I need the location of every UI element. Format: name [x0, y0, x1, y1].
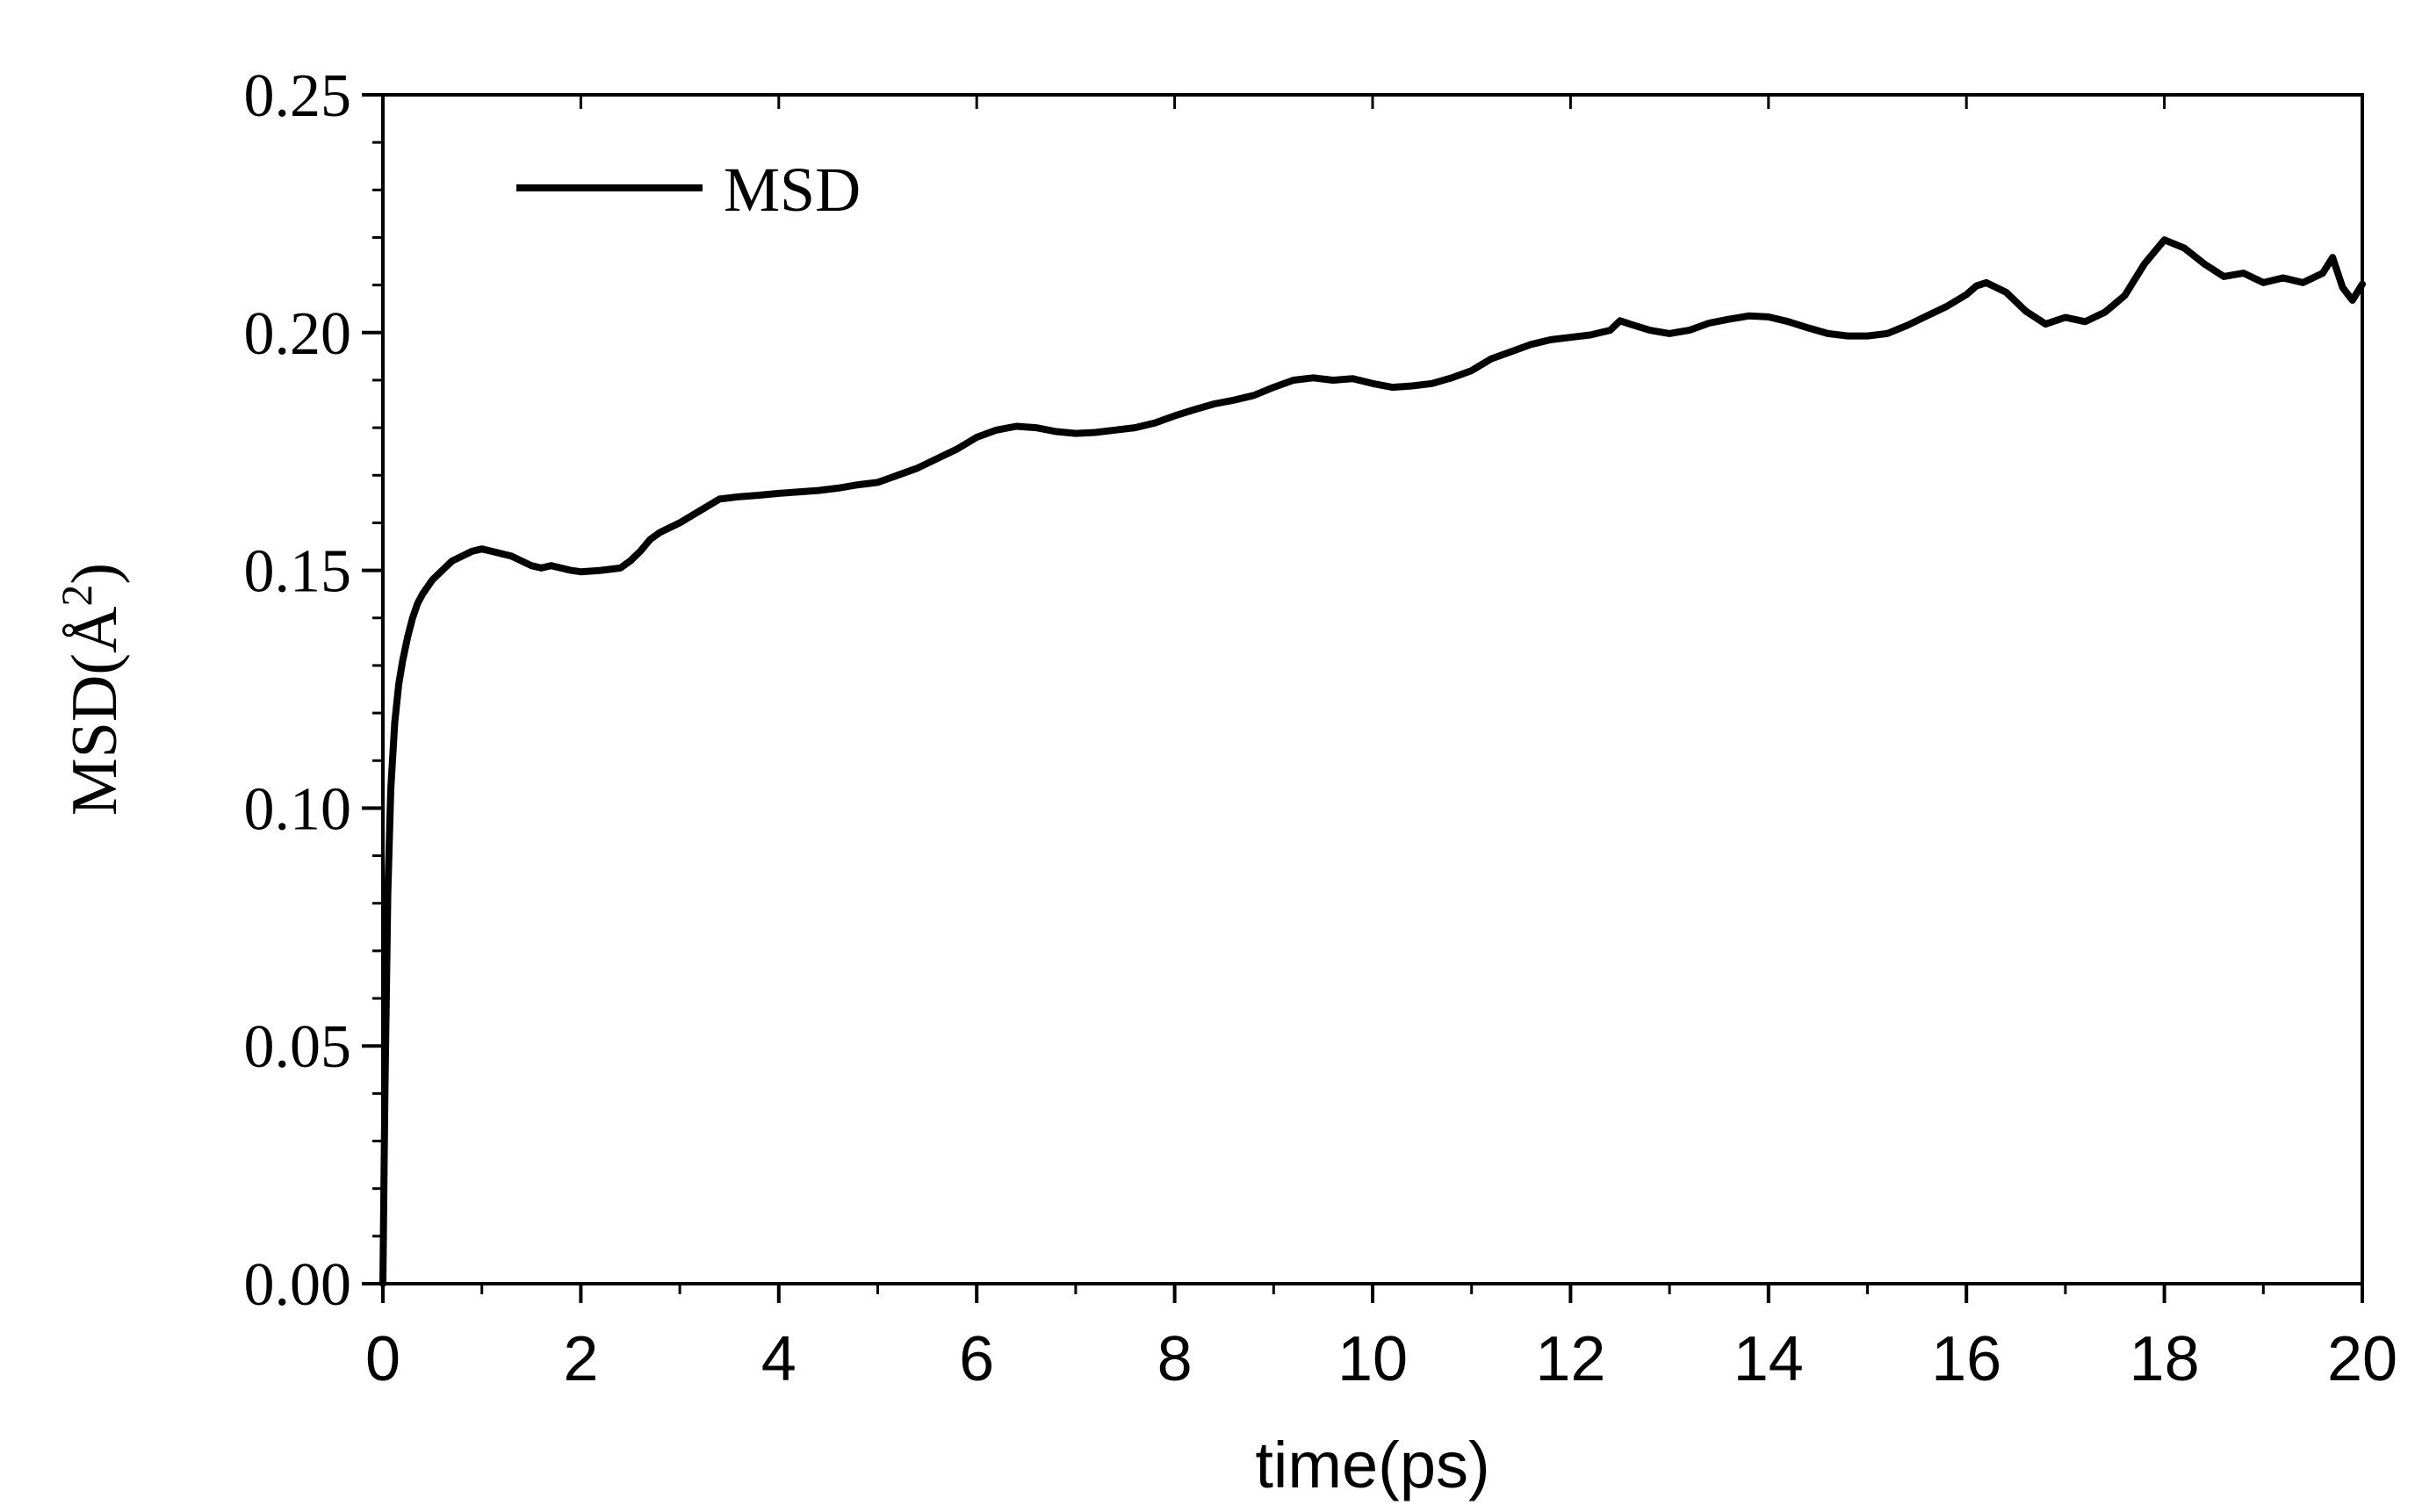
x-tick-label: 14	[1734, 1324, 1804, 1394]
x-tick-label: 8	[1157, 1324, 1193, 1394]
x-tick-label: 20	[2327, 1324, 2397, 1394]
x-tick-label: 4	[761, 1324, 797, 1394]
y-axis-title-main: MSD(Å	[59, 607, 131, 816]
x-tick-label: 2	[563, 1324, 598, 1394]
series-line-msd	[379, 236, 2366, 1287]
y-tick-label: 0.10	[244, 775, 352, 843]
y-tick-label: 0.20	[244, 300, 352, 368]
legend-label-msd: MSD	[724, 155, 861, 225]
plot-area-frame	[381, 93, 2364, 1285]
y-axis-title: MSD(Å2)	[52, 563, 131, 816]
x-axis-title: time(ps)	[1255, 1429, 1489, 1501]
x-tick-label: 0	[365, 1324, 400, 1394]
y-tick-label: 0.15	[244, 538, 352, 606]
legend: MSD	[516, 155, 861, 225]
labels-layer: 0 2 4 6 8 10 12 14 16 18 20 0.00 0.05 0.10 0.15 0.20 0.2…	[244, 62, 2398, 1394]
y-tick-label: 0.00	[244, 1251, 352, 1319]
x-tick-label: 6	[959, 1324, 994, 1394]
x-tick-label: 12	[1535, 1324, 1605, 1394]
y-tick-label: 0.25	[244, 62, 352, 130]
y-tick-label: 0.05	[244, 1013, 352, 1081]
y-axis-title-superscript: 2	[52, 585, 101, 607]
x-tick-label: 10	[1337, 1324, 1408, 1394]
series-layer	[379, 236, 2366, 1287]
x-tick-label: 16	[1931, 1324, 2001, 1394]
y-axis-title-close: )	[59, 563, 131, 585]
x-tick-label: 18	[2130, 1324, 2200, 1394]
